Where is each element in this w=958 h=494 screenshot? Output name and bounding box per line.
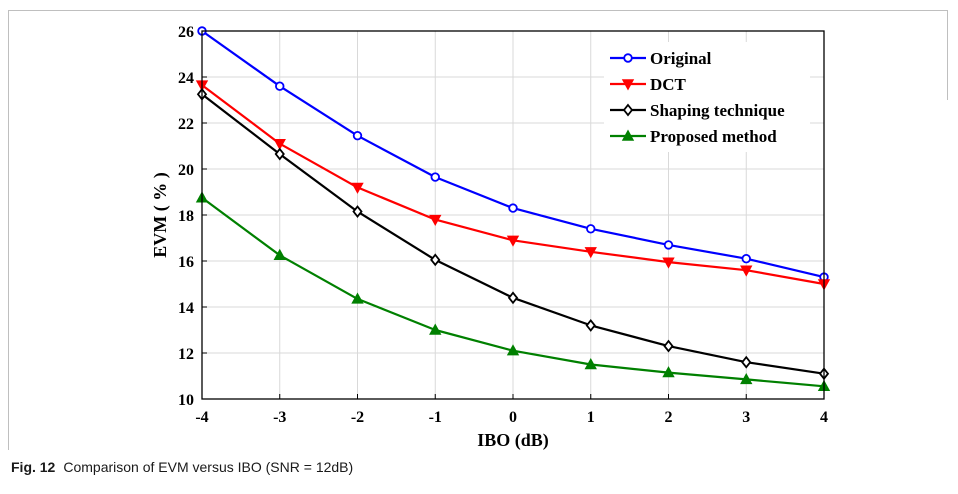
legend-marker [622,103,634,117]
legend-box [604,42,810,152]
data-point [273,138,286,151]
y-tick-label: 18 [178,208,194,225]
series-group [196,87,830,381]
x-tick-label: 3 [742,409,750,426]
data-point [741,355,752,369]
legend: Original DCT Shaping technique Proposed met… [604,42,810,152]
data-point [430,253,441,267]
y-tick-label: 24 [178,70,194,87]
data-point [584,247,597,259]
legend-item: Proposed method [610,127,777,146]
legend-label: Shaping technique [650,101,785,120]
series-group [195,191,831,392]
y-tick-label: 14 [178,300,194,317]
data-point [507,291,519,305]
x-tick-label: -2 [351,409,364,426]
y-tick-label: 26 [178,24,194,41]
x-tick-label: -3 [273,409,286,426]
x-tick-label: -4 [195,409,208,426]
data-point [740,373,753,385]
y-tick-label: 20 [178,162,194,179]
data-point [663,240,674,250]
data-point [351,182,364,194]
data-point [663,339,674,353]
data-point [351,292,364,304]
data-point [662,366,675,378]
legend-item: Shaping technique [610,101,785,120]
data-point [586,224,596,234]
figure-frame-left [8,10,9,450]
data-point [584,358,597,370]
data-point [662,257,675,269]
data-point [430,172,440,182]
y-tick-label: 12 [178,346,194,363]
x-axis-title: IBO (dB) [477,430,549,451]
data-point [352,205,363,218]
x-tick-label: 4 [820,409,828,426]
data-point [740,265,753,277]
figure-frame-right [947,10,948,100]
legend-item: Original [610,49,712,68]
y-tick-label: 16 [178,254,194,271]
legend-marker [621,129,635,141]
y-axis-title: EVM ( % ) [150,172,171,257]
y-tick-label: 22 [178,116,194,133]
figure-frame-top [8,10,948,11]
x-tick-label: 2 [665,409,673,426]
figure-label: Fig. 12 [11,459,56,475]
data-point [506,235,520,247]
x-tick-label: 1 [587,409,595,426]
data-point [274,147,285,161]
x-tick-label: -1 [429,409,442,426]
data-point [429,323,442,335]
data-point [741,254,751,264]
legend-label: Original [650,49,712,68]
data-point [273,248,286,260]
data-point [585,318,596,332]
caption-text: Comparison of EVM versus IBO (SNR = 12dB… [63,459,354,475]
data-point [506,344,520,356]
legend-item: DCT [610,75,687,94]
figure-caption: Fig. 12 Comparison of EVM versus IBO (SNR… [11,459,353,475]
legend-marker [621,79,635,91]
legend-marker [623,53,633,63]
data-point [508,203,518,213]
x-tick-label: 0 [509,409,517,426]
y-tick-label: 10 [178,392,194,409]
data-point [352,130,363,141]
legend-label: DCT [650,75,687,94]
data-point [275,81,285,91]
data-point [429,214,442,227]
legend-label: Proposed method [650,127,777,146]
